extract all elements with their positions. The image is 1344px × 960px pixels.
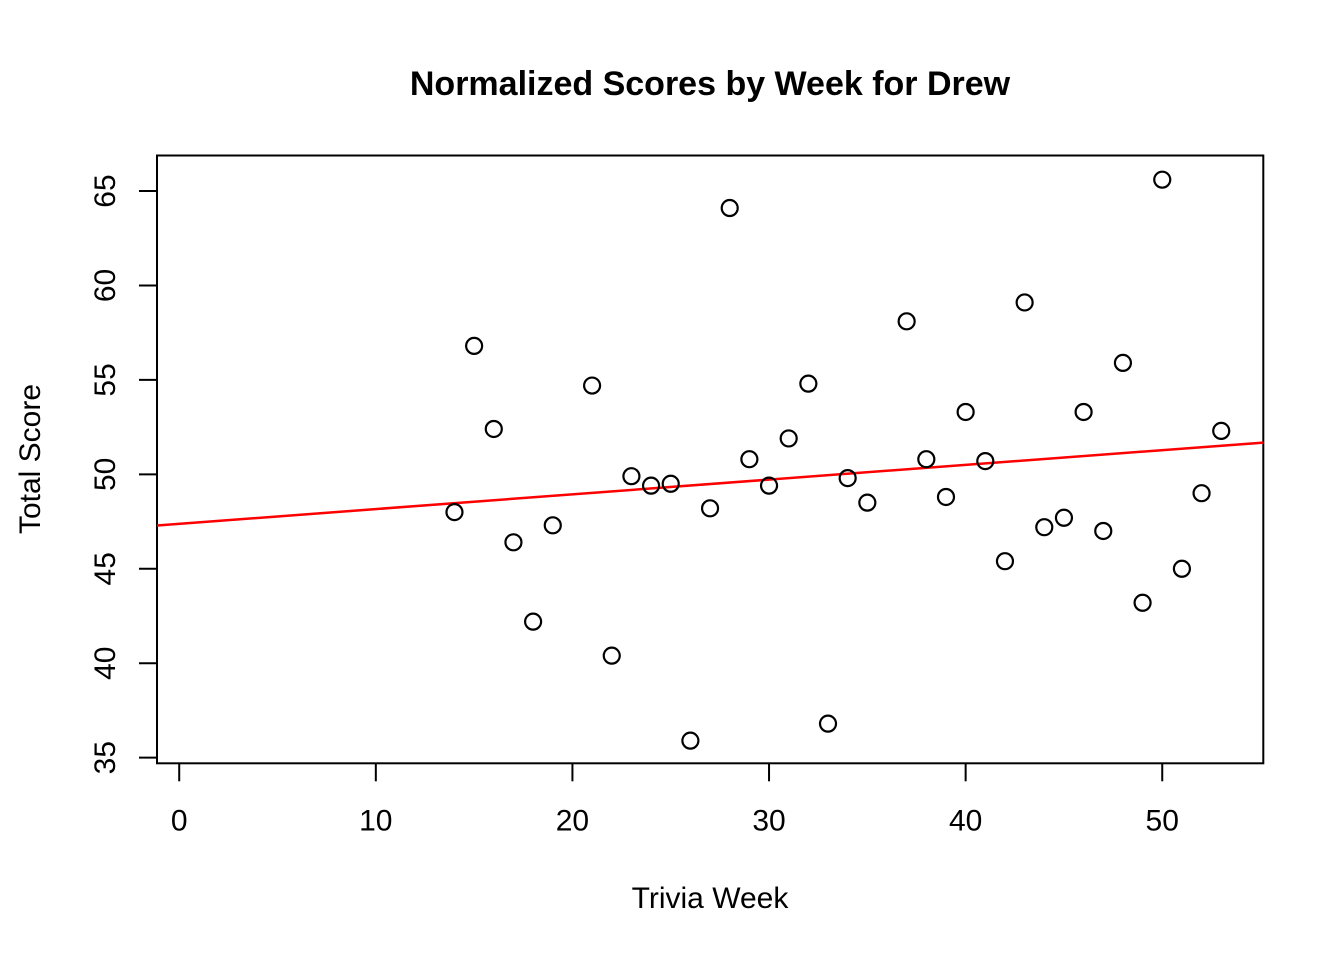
y-tick-label: 65 bbox=[89, 174, 122, 207]
data-point bbox=[779, 429, 798, 448]
data-point bbox=[622, 467, 641, 486]
data-point bbox=[484, 419, 503, 439]
data-point bbox=[995, 552, 1015, 571]
plot-layer: 0 10 20 30 40 50 35 40 45 50 55 60 65 bbox=[89, 154, 1265, 837]
data-point bbox=[1192, 484, 1211, 503]
data-point bbox=[602, 646, 621, 665]
data-point bbox=[1074, 402, 1093, 422]
data-point bbox=[1015, 293, 1034, 312]
data-point bbox=[681, 731, 700, 750]
data-point bbox=[700, 499, 720, 518]
data-point bbox=[976, 451, 995, 471]
data-point bbox=[838, 468, 857, 488]
data-point bbox=[917, 450, 936, 469]
y-axis-label: Total Score bbox=[14, 384, 47, 534]
data-point bbox=[956, 402, 975, 422]
x-tick-label: 0 bbox=[171, 804, 188, 837]
x-tick-label: 50 bbox=[1146, 804, 1179, 837]
data-point bbox=[897, 312, 916, 331]
data-point bbox=[641, 476, 661, 495]
data-point bbox=[720, 198, 739, 218]
data-point bbox=[799, 374, 818, 393]
data-point bbox=[740, 450, 759, 469]
data-point bbox=[1054, 508, 1074, 527]
data-point bbox=[661, 474, 680, 493]
data-point bbox=[1172, 559, 1192, 578]
y-tick-label: 45 bbox=[89, 552, 122, 585]
y-tick-label: 55 bbox=[89, 363, 122, 396]
data-point bbox=[445, 502, 464, 522]
y-tick-label: 35 bbox=[89, 741, 122, 774]
data-point bbox=[524, 612, 543, 631]
y-tick-label: 50 bbox=[89, 458, 122, 491]
x-tick-label: 30 bbox=[752, 804, 785, 837]
y-tick-label: 60 bbox=[89, 269, 122, 302]
chart-title: Normalized Scores by Week for Drew bbox=[410, 65, 1011, 103]
data-point bbox=[759, 476, 779, 495]
x-tick-label: 20 bbox=[556, 804, 589, 837]
data-point bbox=[1133, 593, 1152, 612]
data-point bbox=[465, 336, 484, 355]
x-tick-label: 40 bbox=[949, 804, 982, 837]
plot-border bbox=[156, 154, 1265, 765]
data-point bbox=[1153, 170, 1172, 189]
data-point bbox=[1113, 353, 1133, 372]
data-point bbox=[582, 376, 602, 395]
data-point bbox=[543, 516, 562, 535]
y-tick-label: 40 bbox=[89, 647, 122, 680]
data-point bbox=[1212, 421, 1231, 440]
data-point bbox=[504, 533, 523, 552]
x-tick-label: 10 bbox=[359, 804, 392, 837]
data-point bbox=[936, 487, 956, 507]
data-point bbox=[1094, 521, 1113, 541]
data-point bbox=[818, 714, 838, 733]
data-point bbox=[1035, 518, 1054, 537]
data-point bbox=[858, 493, 877, 512]
x-axis-label: Trivia Week bbox=[632, 882, 790, 915]
trend-line bbox=[156, 441, 1264, 527]
